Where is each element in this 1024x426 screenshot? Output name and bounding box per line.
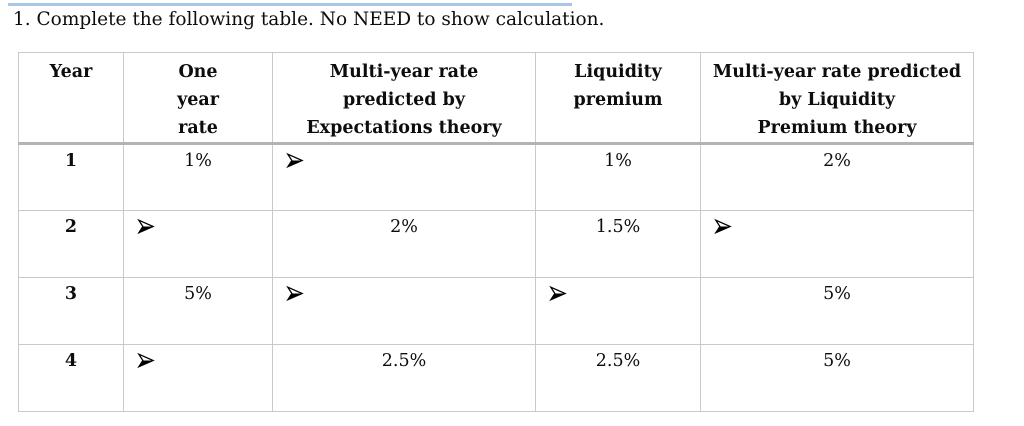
col-header-year: Year [18, 52, 124, 145]
col-header-one-year-rate: One year rate [123, 52, 273, 145]
table-body: 1 1% 1% 2% 2 2% 1.5% 3 5% 5% 4 2.5% 2.5% 5% [18, 143, 974, 412]
table-row: 3 5% 5% [18, 277, 974, 345]
header-row: Year One year rate Multi-year rate predi… [18, 52, 974, 145]
cell-one-year-rate [123, 210, 273, 278]
cell-one-year-rate: 1% [123, 143, 273, 211]
cell-year: 1 [18, 143, 124, 211]
cell-liquidity-premium [535, 277, 701, 345]
cell-expectations-theory-rate: 2.5% [272, 344, 536, 412]
table-header: Year One year rate Multi-year rate predi… [18, 52, 974, 145]
right-arrowhead-icon [286, 285, 304, 302]
cell-liquidity-premium-theory-rate: 5% [700, 277, 974, 345]
cell-one-year-rate: 5% [123, 277, 273, 345]
cell-one-year-rate [123, 344, 273, 412]
right-arrowhead-icon [286, 152, 304, 169]
cell-expectations-theory-rate: 2% [272, 210, 536, 278]
right-arrowhead-icon [549, 285, 567, 302]
cell-year: 4 [18, 344, 124, 412]
cell-expectations-theory-rate [272, 277, 536, 345]
cell-liquidity-premium: 1.5% [535, 210, 701, 278]
blue-horizontal-rule [8, 3, 572, 6]
col-header-expectations-theory-rate: Multi-year rate predicted by Expectation… [272, 52, 536, 145]
cell-liquidity-premium: 2.5% [535, 344, 701, 412]
rates-table: Year One year rate Multi-year rate predi… [18, 52, 974, 412]
cell-liquidity-premium-theory-rate: 2% [700, 143, 974, 211]
cell-year: 3 [18, 277, 124, 345]
col-header-liquidity-premium-theory-rate: Multi-year rate predicted by Liquidity P… [700, 52, 974, 145]
table-row: 1 1% 1% 2% [18, 143, 974, 211]
cell-liquidity-premium-theory-rate [700, 210, 974, 278]
cell-year: 2 [18, 210, 124, 278]
col-header-liquidity-premium: Liquidity premium [535, 52, 701, 145]
right-arrowhead-icon [714, 218, 732, 235]
right-arrowhead-icon [137, 352, 155, 369]
question-heading: 1. Complete the following table. No NEED… [13, 9, 605, 30]
table-row: 2 2% 1.5% [18, 210, 974, 278]
cell-expectations-theory-rate [272, 143, 536, 211]
cell-liquidity-premium-theory-rate: 5% [700, 344, 974, 412]
right-arrowhead-icon [137, 218, 155, 235]
table-row: 4 2.5% 2.5% 5% [18, 344, 974, 412]
cell-liquidity-premium: 1% [535, 143, 701, 211]
